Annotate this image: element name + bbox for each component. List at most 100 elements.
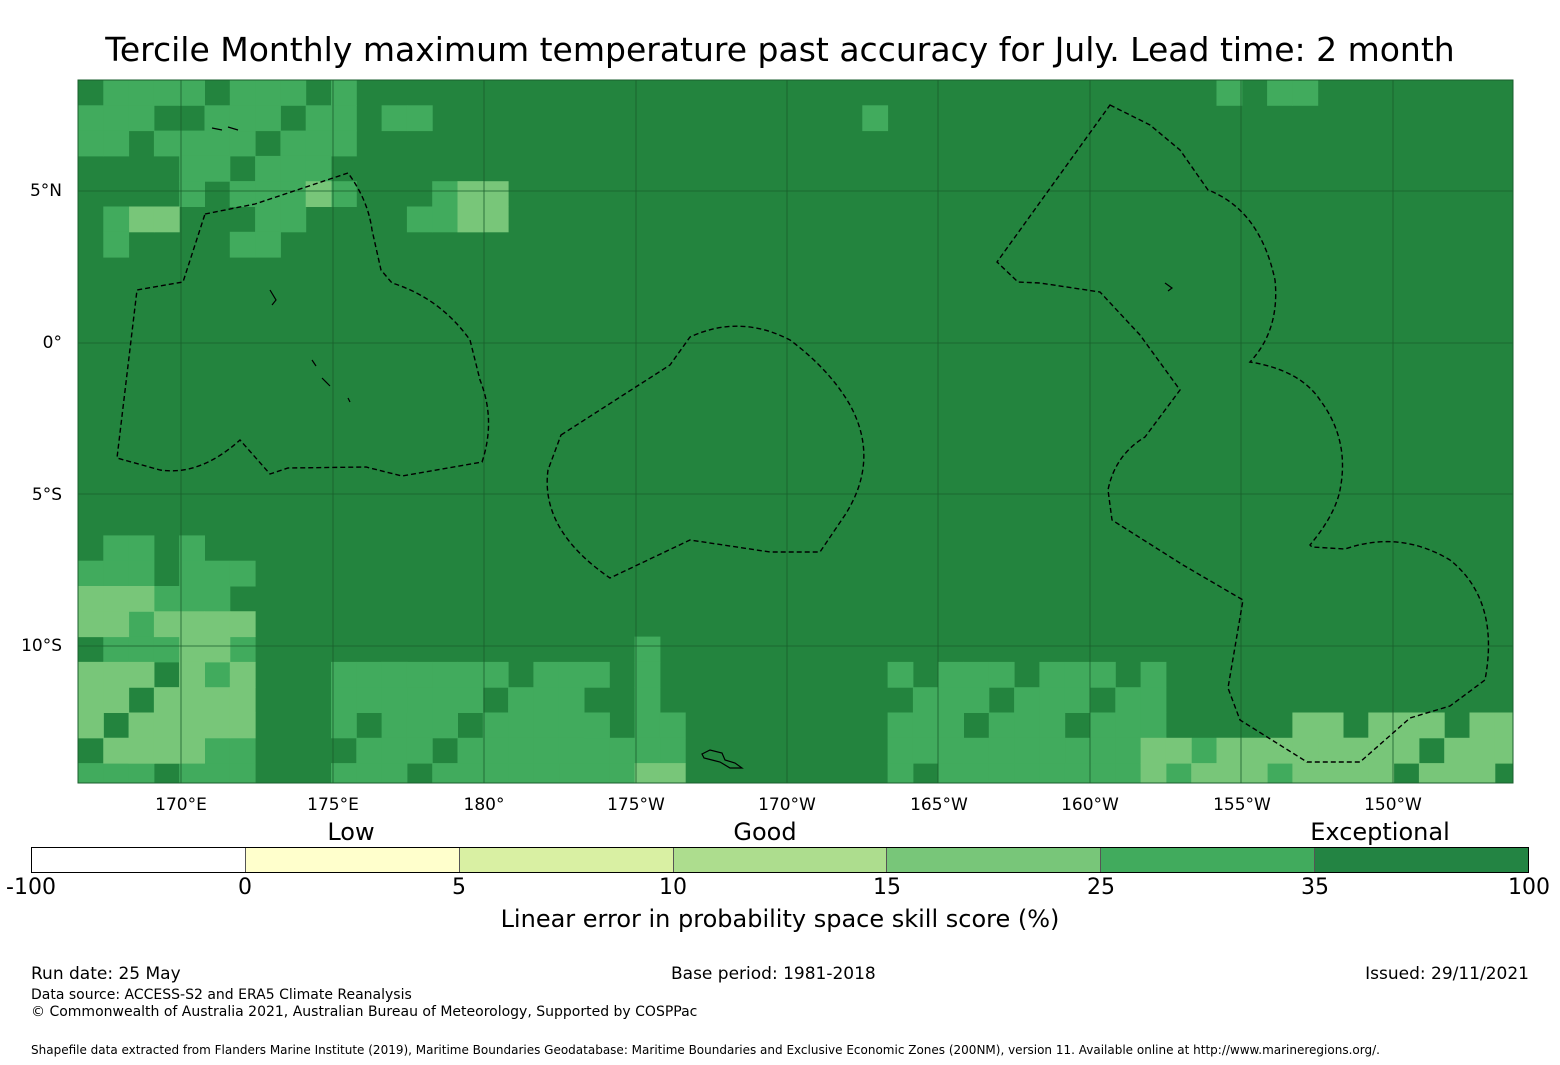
legend-category-low: Low — [327, 818, 375, 846]
skill-cell — [229, 611, 256, 638]
skill-cell — [179, 687, 205, 713]
skill-cell — [103, 206, 130, 233]
skill-cell — [204, 737, 231, 764]
skill-cell — [179, 712, 205, 739]
skill-cell — [533, 687, 560, 713]
skill-cell — [1343, 763, 1369, 783]
skill-cell — [558, 661, 585, 688]
skill-cell — [963, 737, 990, 764]
skill-cell — [103, 80, 130, 106]
skill-cell — [1014, 687, 1040, 713]
lon-label-155w: 155°W — [1213, 795, 1271, 815]
skill-cell — [229, 105, 256, 132]
skill-cell — [128, 661, 155, 688]
eez-boundaries — [116, 104, 1490, 763]
skill-cell — [988, 712, 1015, 739]
colorbar-tick-10: 10 — [659, 875, 687, 900]
skill-cell — [1317, 763, 1344, 783]
skill-cell — [558, 687, 585, 713]
skill-cell — [1444, 763, 1470, 783]
skill-cell — [103, 661, 130, 688]
skill-cell — [1090, 763, 1116, 783]
skill-cell — [305, 155, 332, 182]
skill-cell — [406, 206, 433, 233]
skill-cell — [1393, 737, 1420, 764]
skill-cell — [331, 763, 357, 783]
skill-cell — [179, 661, 205, 688]
skill-cell — [255, 231, 281, 258]
lat-label-5s: 5°S — [31, 485, 62, 505]
skill-cell — [381, 712, 408, 739]
skill-cell — [78, 105, 104, 132]
skill-cell — [103, 687, 130, 713]
skill-cell — [508, 763, 534, 783]
skill-cell — [204, 155, 231, 182]
skill-cell — [179, 636, 205, 663]
skill-cell — [280, 130, 307, 157]
skill-cell — [609, 737, 636, 764]
skill-cell — [153, 687, 180, 713]
skill-cell — [1191, 763, 1217, 783]
skill-cell — [584, 661, 610, 688]
lon-label-175e: 175°E — [307, 795, 359, 815]
skill-cell — [280, 155, 307, 182]
skill-cell — [406, 661, 433, 688]
skill-cell — [229, 181, 256, 207]
skill-cell — [204, 661, 231, 688]
skill-cell — [128, 763, 155, 783]
skill-cell — [1368, 737, 1395, 764]
skill-cell — [153, 737, 180, 764]
skill-cell — [887, 763, 914, 783]
skill-cell — [153, 712, 180, 739]
skill-cell — [1090, 737, 1116, 764]
lon-label-170w: 170°W — [758, 795, 816, 815]
skill-cell — [280, 206, 307, 233]
skill-cell — [204, 712, 231, 739]
skill-cell — [331, 105, 357, 132]
skill-cell — [1140, 687, 1167, 713]
skill-cell — [1469, 763, 1496, 783]
skill-cell — [255, 80, 281, 106]
skill-cell — [381, 737, 408, 764]
skill-cell — [78, 661, 104, 688]
skill-cell — [482, 737, 509, 764]
coast-atoll-3 — [311, 359, 351, 403]
skill-cell — [887, 661, 914, 688]
skill-cell — [179, 763, 205, 783]
data-source: Data source: ACCESS-S2 and ERA5 Climate … — [31, 987, 412, 1003]
skill-cell — [659, 737, 686, 764]
colorbar-tick-15: 15 — [873, 875, 901, 900]
skill-cell — [331, 80, 357, 106]
skill-cell — [103, 560, 130, 587]
skill-cell — [1165, 737, 1192, 764]
skill-cell — [1418, 763, 1445, 783]
skill-cell — [204, 586, 231, 612]
skill-cell — [432, 181, 458, 207]
skill-cell — [1292, 763, 1319, 783]
skill-cell — [1115, 763, 1142, 783]
skill-cell — [128, 586, 155, 612]
skill-cell — [634, 763, 661, 783]
skill-cell — [482, 712, 509, 739]
skill-map — [77, 79, 1514, 784]
colorbar-tick-0: 0 — [238, 875, 252, 900]
coast-atoll-4 — [1164, 282, 1174, 292]
skill-cell — [963, 687, 990, 713]
skill-cell — [229, 712, 256, 739]
skill-cell — [204, 105, 231, 132]
skill-cell — [229, 80, 256, 106]
chart-title: Tercile Monthly maximum temperature past… — [105, 30, 1455, 69]
skill-cell — [1140, 737, 1167, 764]
skill-cell — [963, 763, 990, 783]
skill-cell — [128, 105, 155, 132]
skill-cell — [482, 206, 509, 233]
skill-cell — [988, 737, 1015, 764]
skill-cell — [482, 763, 509, 783]
skill-cell — [457, 687, 484, 713]
skill-cell — [1039, 763, 1066, 783]
skill-cell — [204, 763, 231, 783]
skill-cell — [912, 737, 939, 764]
skill-cell — [432, 206, 458, 233]
colorbar-segment-35-100 — [1315, 848, 1529, 872]
lon-label-165w: 165°W — [910, 795, 968, 815]
